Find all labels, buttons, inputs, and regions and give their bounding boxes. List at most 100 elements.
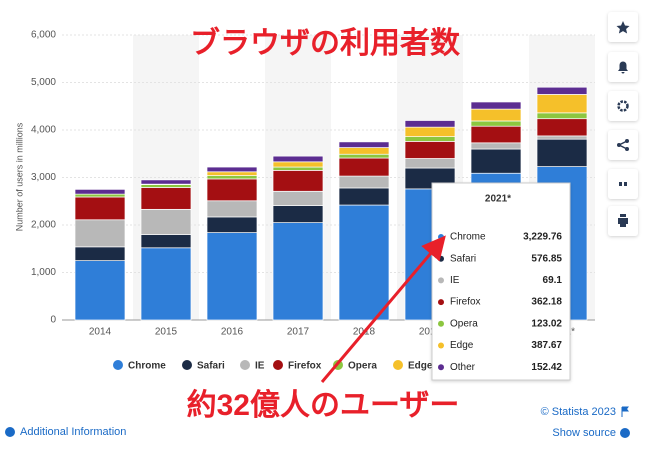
x-tick-label: 2015 (155, 327, 178, 338)
tooltip-value: 387.67 (531, 340, 562, 351)
y-tick-label: 2,000 (31, 220, 56, 231)
tooltip-marker (438, 277, 444, 284)
tooltip-marker (438, 342, 444, 349)
bar-segment (470, 101, 522, 110)
legend-label: Chrome (128, 361, 166, 372)
tooltip-value: 3,229.76 (523, 232, 562, 243)
legend-label: Opera (348, 361, 377, 372)
x-tick-label: 2014 (89, 327, 112, 338)
bar-segment (140, 187, 192, 210)
bar-segment (140, 208, 192, 235)
tooltip-value: 69.1 (543, 275, 563, 286)
overlay-annotation: 約32億人のユーザー (187, 389, 460, 422)
tooltip-title: 2021* (485, 194, 511, 205)
bar-segment (206, 178, 258, 202)
tooltip-marker (438, 234, 444, 240)
source-icon (620, 428, 630, 438)
bar-segment (74, 193, 126, 198)
tooltip-value: 123.02 (531, 318, 562, 329)
bar-segment (338, 141, 390, 148)
legend-marker (182, 360, 192, 370)
y-axis-label: Number of users in millions (14, 122, 24, 231)
settings-button[interactable] (608, 91, 638, 121)
bar-segment (338, 187, 390, 206)
bar-segment (140, 179, 192, 185)
legend-marker (273, 360, 283, 370)
y-tick-label: 0 (50, 315, 56, 326)
legend-label: IE (255, 361, 265, 372)
tooltip-value: 152.42 (531, 362, 562, 373)
y-tick-label: 4,000 (31, 125, 56, 136)
sidebar (608, 12, 638, 236)
tooltip-name: IE (450, 275, 460, 286)
bar-segment (404, 120, 456, 128)
bar-segment (206, 171, 258, 176)
bar-segment (338, 153, 390, 159)
bell-icon (618, 61, 628, 74)
bar-segment (536, 135, 588, 140)
tooltip-marker (438, 320, 444, 327)
bar-segment (272, 166, 324, 171)
bar-segment (470, 125, 522, 144)
bar-segment (338, 157, 390, 177)
share-dot (617, 143, 621, 147)
tooltip-name: Chrome (450, 232, 486, 243)
additional-info[interactable]: Additional Information (20, 426, 126, 438)
tooltip-name: Opera (450, 318, 478, 329)
bar-segment (338, 204, 390, 321)
bar-segment (74, 246, 126, 261)
gear-icon (617, 100, 629, 112)
tooltip-value: 362.18 (531, 297, 562, 308)
bar-segment (206, 216, 258, 233)
tooltip-value: 576.85 (531, 253, 562, 264)
bar-segment (338, 175, 390, 189)
tooltip-name: Other (450, 362, 476, 373)
legend-label: Edge (408, 361, 433, 372)
overlay-title: ブラウザの利用者数 (190, 26, 461, 60)
bar-segment (272, 205, 324, 223)
tooltip-marker (438, 299, 444, 306)
bar-segment (470, 142, 522, 150)
bar-segment (272, 190, 324, 206)
show-source[interactable]: Show source (552, 427, 616, 439)
bar-segment (74, 196, 126, 221)
tooltip-marker (438, 364, 444, 371)
share-dot (625, 147, 629, 151)
bar-segment (536, 112, 588, 120)
y-tick-label: 1,000 (31, 267, 56, 278)
arrow (320, 235, 446, 383)
flag-icon (621, 406, 629, 417)
x-tick-label: 2017 (287, 327, 310, 338)
bar-segment (140, 184, 192, 188)
bar-segment (536, 138, 588, 167)
bar-segment (470, 148, 522, 174)
bar-segment (140, 247, 192, 321)
bar-segment (74, 189, 126, 195)
copyright: © Statista 2023 (541, 406, 616, 418)
share-button[interactable] (608, 130, 638, 160)
bar-segment (404, 158, 456, 169)
y-tick-label: 6,000 (31, 30, 56, 41)
bar-segment (536, 86, 588, 95)
bar-segment (470, 120, 522, 127)
legend-label: Safari (197, 361, 225, 372)
bar-segment (470, 108, 522, 122)
x-tick-label: 2016 (221, 327, 244, 338)
bar-segment (206, 200, 258, 218)
tooltip: 2021* Chrome 3,229.76 Safari 576.85 IE 69.1 Fi… (431, 182, 571, 381)
tooltip-box (431, 182, 571, 381)
bar-segment (74, 260, 126, 321)
legend-label: Firefox (288, 361, 322, 372)
cite-button[interactable] (608, 169, 638, 199)
info-icon (5, 427, 15, 437)
legend-marker (240, 360, 250, 370)
bar-segment (404, 141, 456, 159)
tooltip-name: Firefox (450, 297, 481, 308)
tooltip-name: Edge (450, 340, 474, 351)
legend-marker (113, 360, 123, 370)
y-tick-label: 3,000 (31, 172, 56, 183)
tooltip-name: Safari (450, 253, 476, 264)
bar-segment (404, 126, 456, 138)
bar-segment (272, 222, 324, 321)
bar-segment (74, 219, 126, 248)
